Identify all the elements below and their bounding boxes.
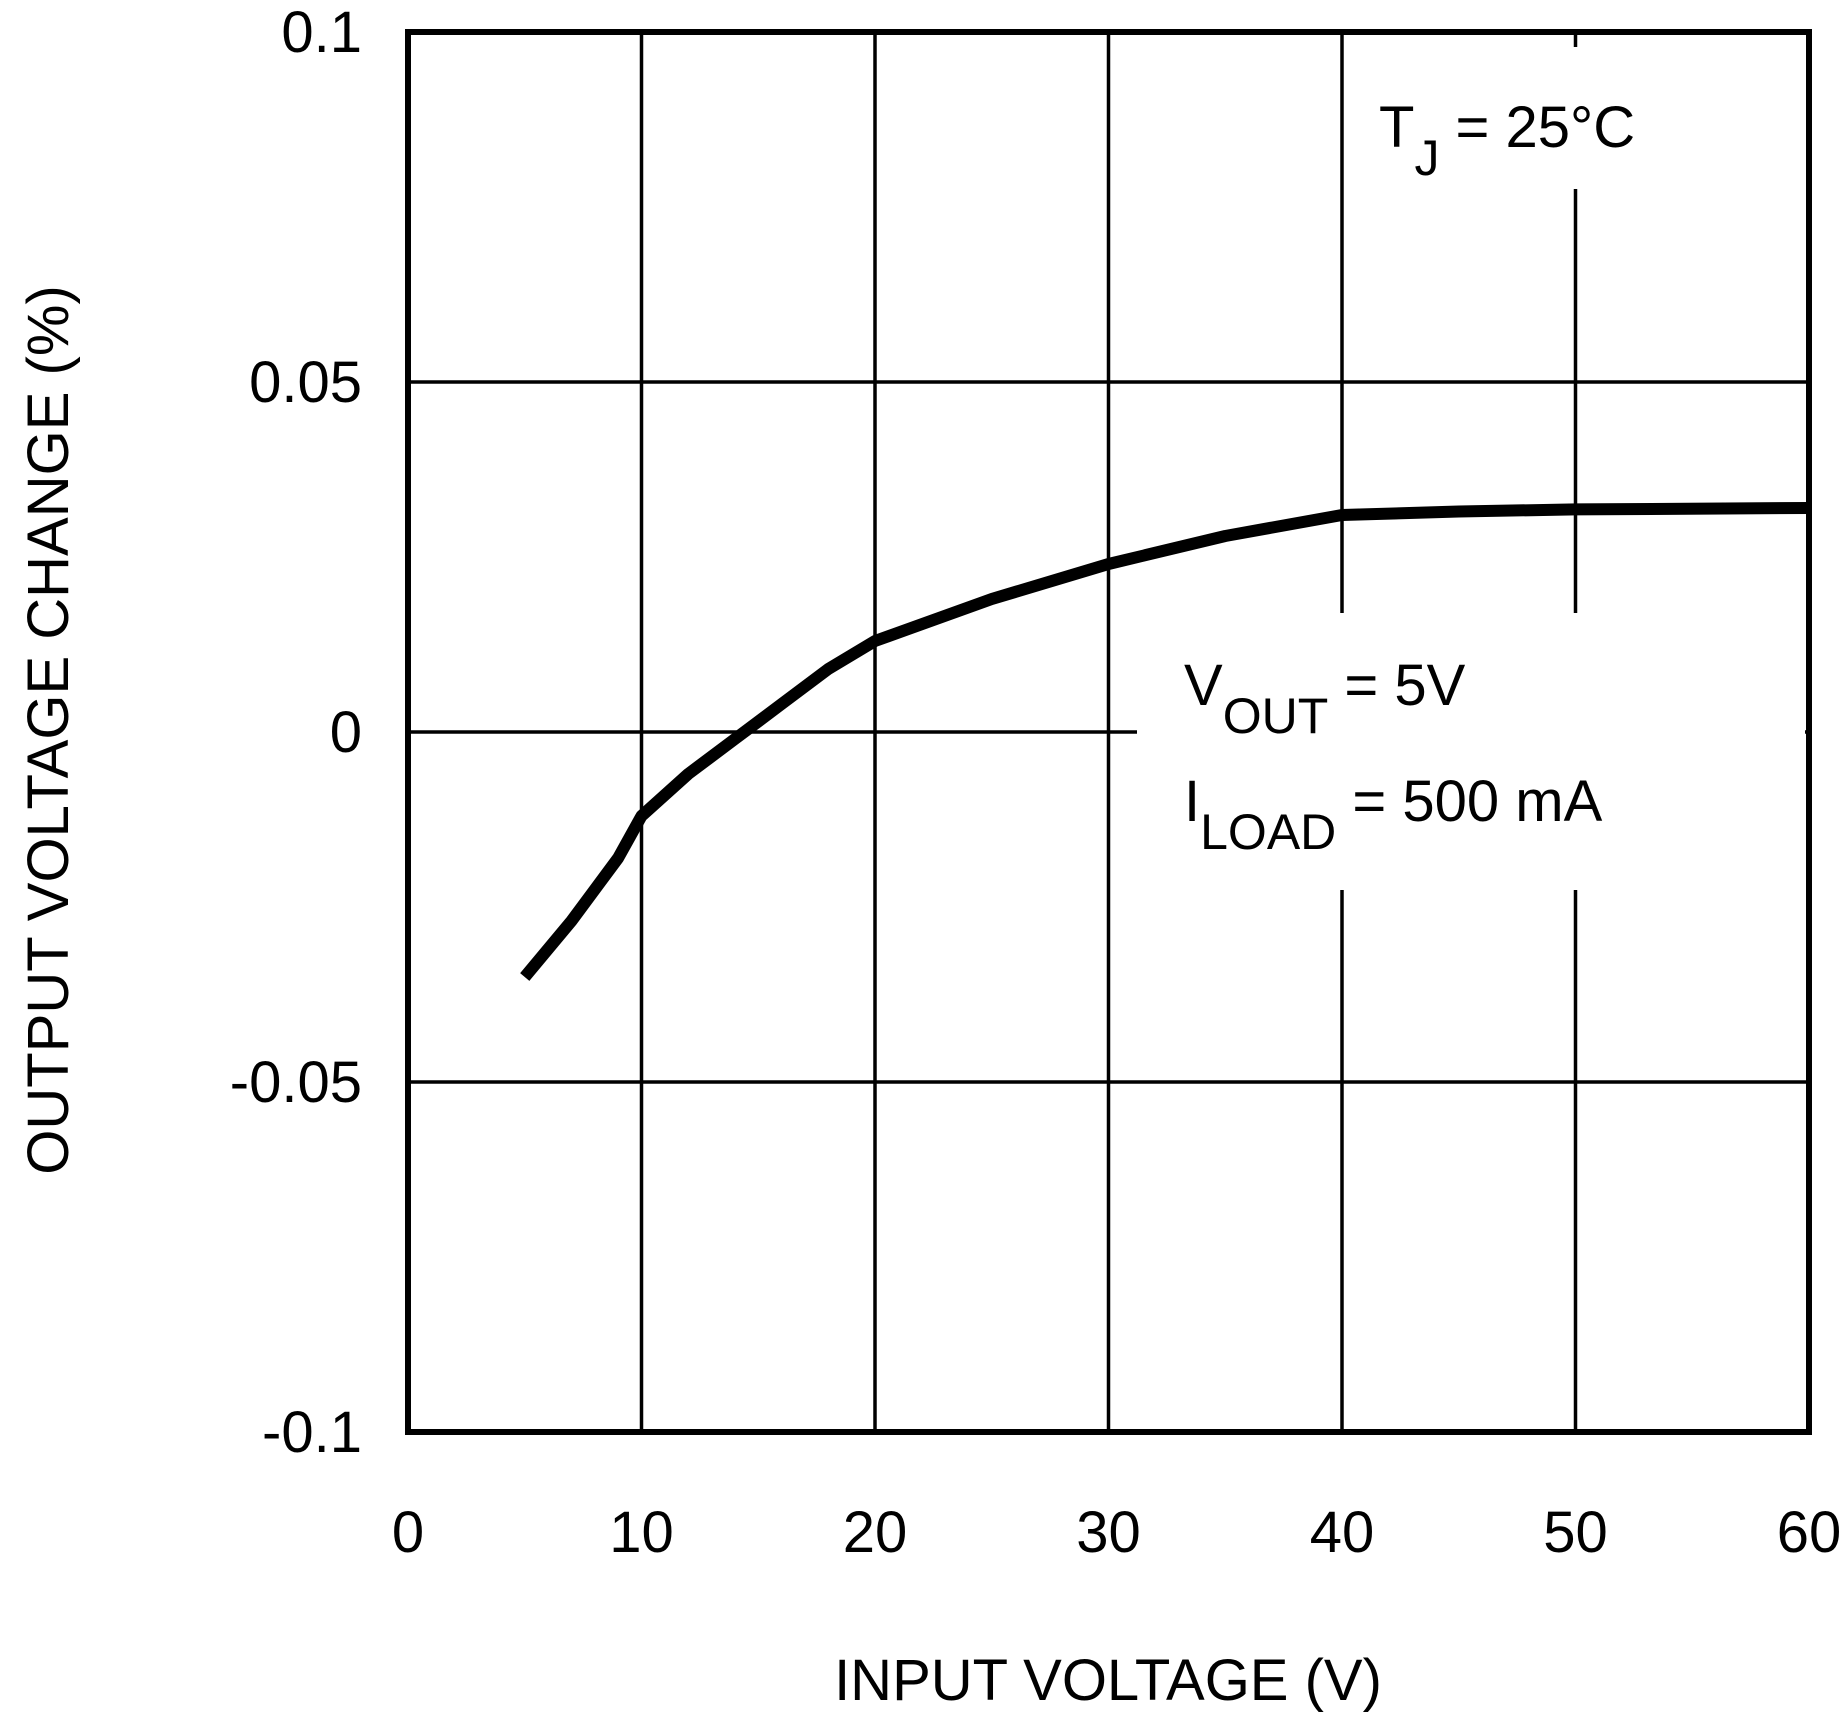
y-axis-title: OUTPUT VOLTAGE CHANGE (%) xyxy=(16,285,81,1174)
x-tick-label: 50 xyxy=(1543,1500,1608,1565)
annotation-main: I xyxy=(1184,769,1200,834)
annotation-text: = 5V xyxy=(1328,653,1465,718)
y-tick-label: 0 xyxy=(330,700,362,765)
annotation-main: V xyxy=(1184,653,1223,718)
y-tick-label: 0.05 xyxy=(249,350,362,415)
x-tick-label: 60 xyxy=(1777,1500,1842,1565)
annotation-subscript: OUT xyxy=(1223,688,1329,744)
annotation: TJ = 25°C xyxy=(1379,95,1635,186)
annotation: VOUT = 5V xyxy=(1184,653,1466,744)
annotation-background xyxy=(1367,47,1791,189)
x-tick-label: 20 xyxy=(843,1500,908,1565)
annotation-text: = 25°C xyxy=(1439,95,1635,160)
annotation-subscript: J xyxy=(1414,130,1439,186)
x-tick-label: 0 xyxy=(392,1500,424,1565)
x-tick-label: 40 xyxy=(1310,1500,1375,1565)
annotation-background xyxy=(1137,613,1805,890)
annotation-subscript: LOAD xyxy=(1200,804,1336,860)
line xyxy=(520,502,1810,981)
annotation: ILOAD = 500 mA xyxy=(1184,769,1603,860)
x-axis-title: INPUT VOLTAGE (V) xyxy=(834,1648,1382,1713)
y-tick-label: 0.1 xyxy=(281,0,362,65)
annotation-text: = 500 mA xyxy=(1336,769,1602,834)
annotation-main: T xyxy=(1379,95,1414,160)
x-tick-label: 30 xyxy=(1076,1500,1141,1565)
plot-frame xyxy=(405,29,1812,1435)
y-tick-label: -0.05 xyxy=(230,1050,362,1115)
x-tick-label: 10 xyxy=(609,1500,674,1565)
y-tick-label: -0.1 xyxy=(262,1400,362,1465)
